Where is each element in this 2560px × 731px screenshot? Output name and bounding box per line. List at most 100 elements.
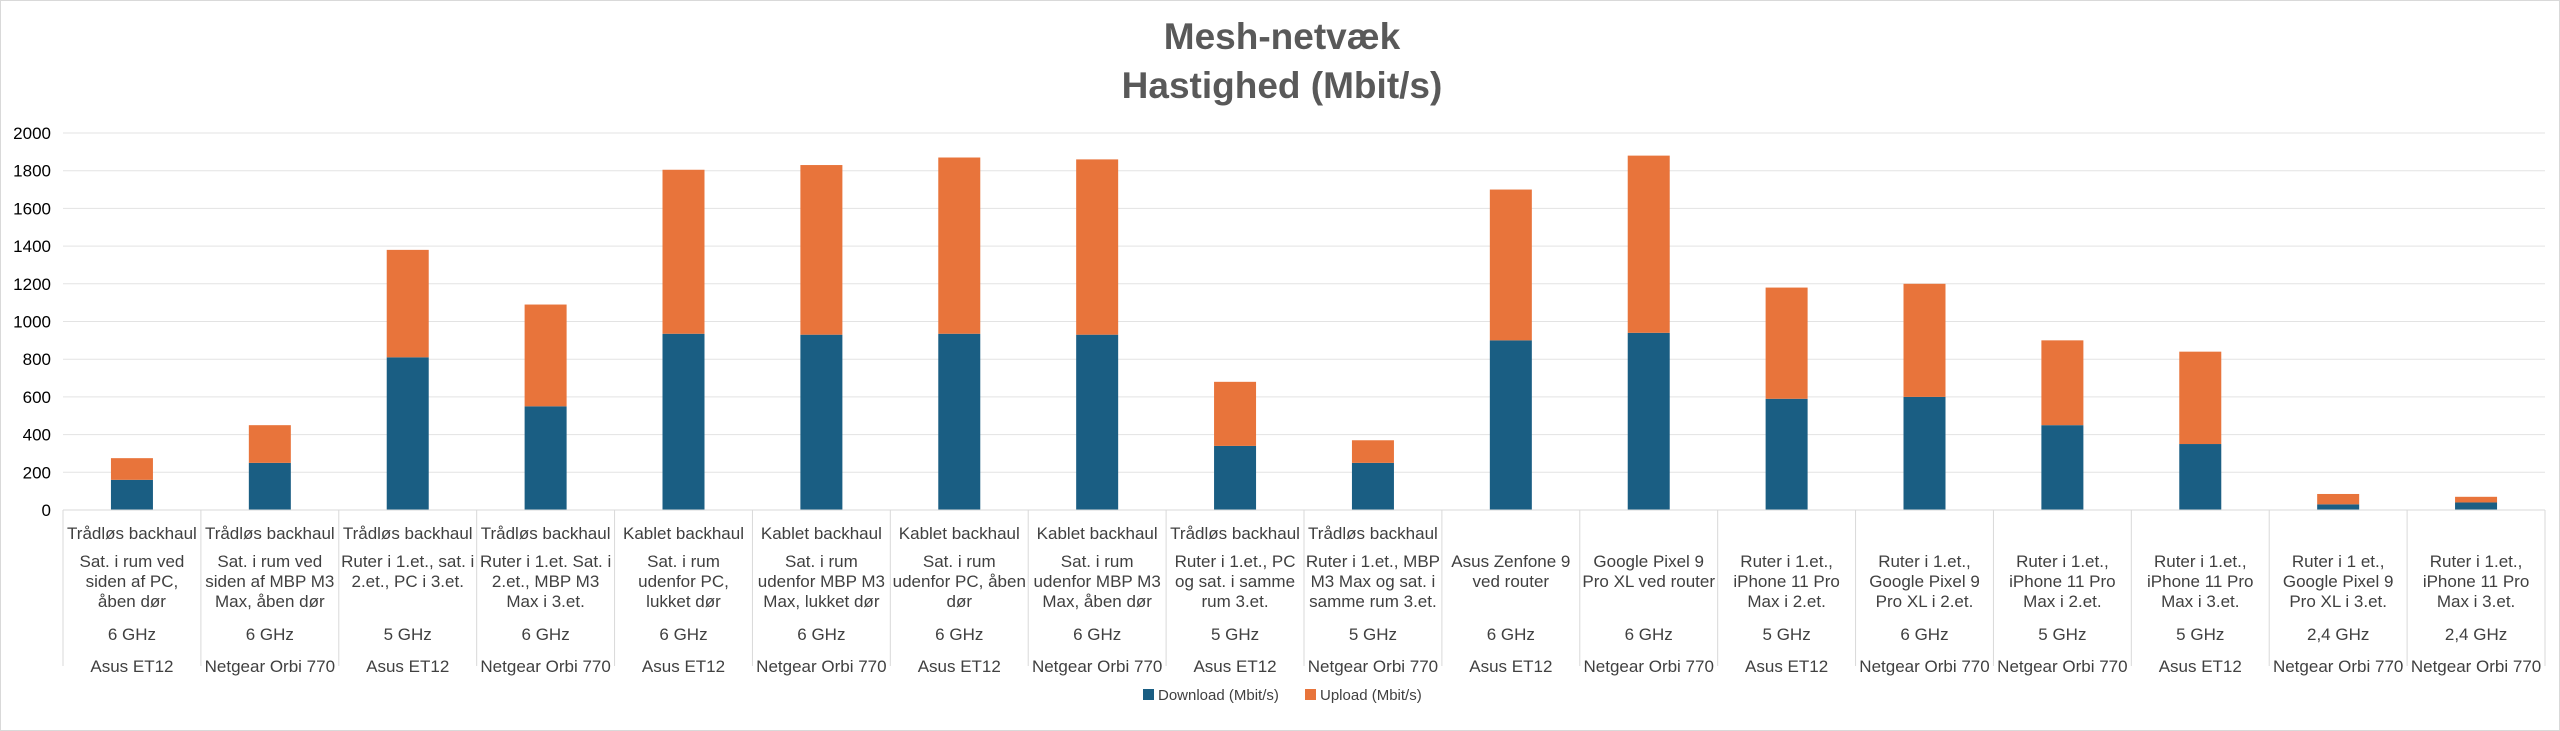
category-level2-label: iPhone 11 Pro	[2423, 572, 2529, 591]
category-level2-label: Sat. i rum ved	[80, 552, 185, 571]
bar-download	[248, 462, 291, 510]
category-level2-label: Google Pixel 9	[1593, 552, 1704, 571]
category-router-label: Asus ET12	[642, 657, 725, 676]
category-level2-label: udenfor MBP M3	[1034, 572, 1161, 591]
category-level1-label: Trådløs backhaul	[1308, 524, 1438, 543]
category-frequency-label: 6 GHz	[935, 625, 983, 644]
category-level2-label: Ruter i 1.et. Sat. i	[480, 552, 611, 571]
category-router-label: Asus ET12	[1745, 657, 1828, 676]
category-level2-label: og sat. i samme	[1175, 572, 1295, 591]
category-level2-label: udenfor PC,	[638, 572, 729, 591]
category-level2-label: åben dør	[98, 592, 166, 611]
y-tick-label: 0	[42, 501, 51, 520]
bar-upload	[248, 425, 291, 463]
category-frequency-label: 6 GHz	[108, 625, 156, 644]
bar-upload	[1351, 440, 1394, 463]
category-level2-label: Ruter i 1.et.,	[2430, 552, 2523, 571]
category-level2-label: Ruter i 1.et.,	[1740, 552, 1833, 571]
category-frequency-label: 5 GHz	[384, 625, 432, 644]
category-frequency-label: 6 GHz	[1900, 625, 1948, 644]
bar-download	[1903, 396, 1946, 510]
category-level2-label: Max, åben dør	[215, 592, 325, 611]
category-level2-label: Google Pixel 9	[2283, 572, 2394, 591]
category-level2-label: Pro XL i 2.et.	[1876, 592, 1974, 611]
chart-subtitle: Hastighed (Mbit/s)	[1122, 65, 1443, 106]
category-level2-label: Ruter i 1.et., MBP	[1306, 552, 1440, 571]
y-tick-label: 200	[23, 463, 51, 482]
category-router-label: Netgear Orbi 770	[1308, 657, 1438, 676]
y-tick-label: 1800	[13, 162, 51, 181]
bar-upload	[1627, 155, 1670, 333]
category-frequency-label: 2,4 GHz	[2307, 625, 2369, 644]
bar-download	[1765, 398, 1808, 510]
category-level2-label: Ruter i 1.et.,	[2154, 552, 2247, 571]
category-frequency-label: 6 GHz	[246, 625, 294, 644]
category-level2-label: iPhone 11 Pro	[2147, 572, 2253, 591]
bar-upload	[2179, 351, 2222, 445]
legend-upload: Upload (Mbit/s)	[1305, 687, 1422, 704]
bar-download	[2317, 504, 2360, 510]
bar-upload	[1214, 381, 1257, 446]
y-tick-label: 1400	[13, 237, 51, 256]
legend-label: Upload (Mbit/s)	[1320, 687, 1422, 704]
category-level2-label: Max i 2.et.	[1747, 592, 1825, 611]
category-frequency-label: 5 GHz	[1763, 625, 1811, 644]
category-level2-label: rum 3.et.	[1202, 592, 1269, 611]
category-level2-label: Max i 3.et.	[2437, 592, 2515, 611]
category-level2-label: Max i 2.et.	[2023, 592, 2101, 611]
legend-swatch	[1305, 689, 1316, 700]
category-level2-label: siden af PC,	[86, 572, 179, 591]
category-level1-label: Trådløs backhaul	[67, 524, 197, 543]
category-level2-label: Sat. i rum ved	[217, 552, 322, 571]
category-level2-label: iPhone 11 Pro	[1733, 572, 1839, 591]
category-frequency-label: 6 GHz	[1625, 625, 1673, 644]
y-tick-label: 600	[23, 388, 51, 407]
bar-download	[110, 479, 153, 510]
bar-upload	[1076, 159, 1119, 335]
legend-swatch	[1143, 689, 1154, 700]
category-router-label: Asus ET12	[366, 657, 449, 676]
category-frequency-label: 5 GHz	[1211, 625, 1259, 644]
bar-download	[524, 406, 567, 510]
category-level2-label: Ruter i 1.et., PC	[1175, 552, 1296, 571]
category-frequency-label: 6 GHz	[522, 625, 570, 644]
category-level2-label: Max, åben dør	[1042, 592, 1152, 611]
bar-download	[1489, 340, 1532, 510]
bar-upload	[938, 157, 981, 334]
category-frequency-label: 5 GHz	[2038, 625, 2086, 644]
category-level2-label: 2.et., MBP M3	[492, 572, 599, 591]
category-level2-label: Sat. i rum	[1061, 552, 1134, 571]
category-level2-label: Pro XL i 3.et.	[2289, 592, 2387, 611]
bar-download	[1214, 445, 1257, 510]
category-router-label: Netgear Orbi 770	[756, 657, 886, 676]
category-router-label: Asus ET12	[1193, 657, 1276, 676]
bar-download	[2455, 502, 2498, 510]
legend-label: Download (Mbit/s)	[1158, 687, 1279, 704]
category-level1-label: Trådløs backhaul	[481, 524, 611, 543]
category-level2-label: Sat. i rum	[785, 552, 858, 571]
category-router-label: Netgear Orbi 770	[1032, 657, 1162, 676]
category-level2-label: udenfor MBP M3	[758, 572, 885, 591]
bar-download	[386, 357, 429, 510]
category-level2-label: 2.et., PC i 3.et.	[351, 572, 463, 591]
category-frequency-label: 6 GHz	[1073, 625, 1121, 644]
category-frequency-label: 5 GHz	[1349, 625, 1397, 644]
category-router-label: Asus ET12	[90, 657, 173, 676]
category-level1-label: Kablet backhaul	[899, 524, 1020, 543]
category-level2-label: Pro XL ved router	[1582, 572, 1715, 591]
category-level2-label: dør	[947, 592, 973, 611]
category-frequency-label: 6 GHz	[1487, 625, 1535, 644]
category-level2-label: Ruter i 1.et., sat. i	[341, 552, 474, 571]
bar-download	[800, 334, 843, 510]
legend-download: Download (Mbit/s)	[1143, 687, 1279, 704]
category-router-label: Netgear Orbi 770	[1584, 657, 1714, 676]
category-router-label: Netgear Orbi 770	[1997, 657, 2127, 676]
bar-upload	[110, 458, 153, 480]
category-level2-label: Max i 3.et.	[2161, 592, 2239, 611]
y-tick-label: 2000	[13, 124, 51, 143]
bar-download	[1351, 462, 1394, 510]
bars	[110, 155, 2498, 510]
